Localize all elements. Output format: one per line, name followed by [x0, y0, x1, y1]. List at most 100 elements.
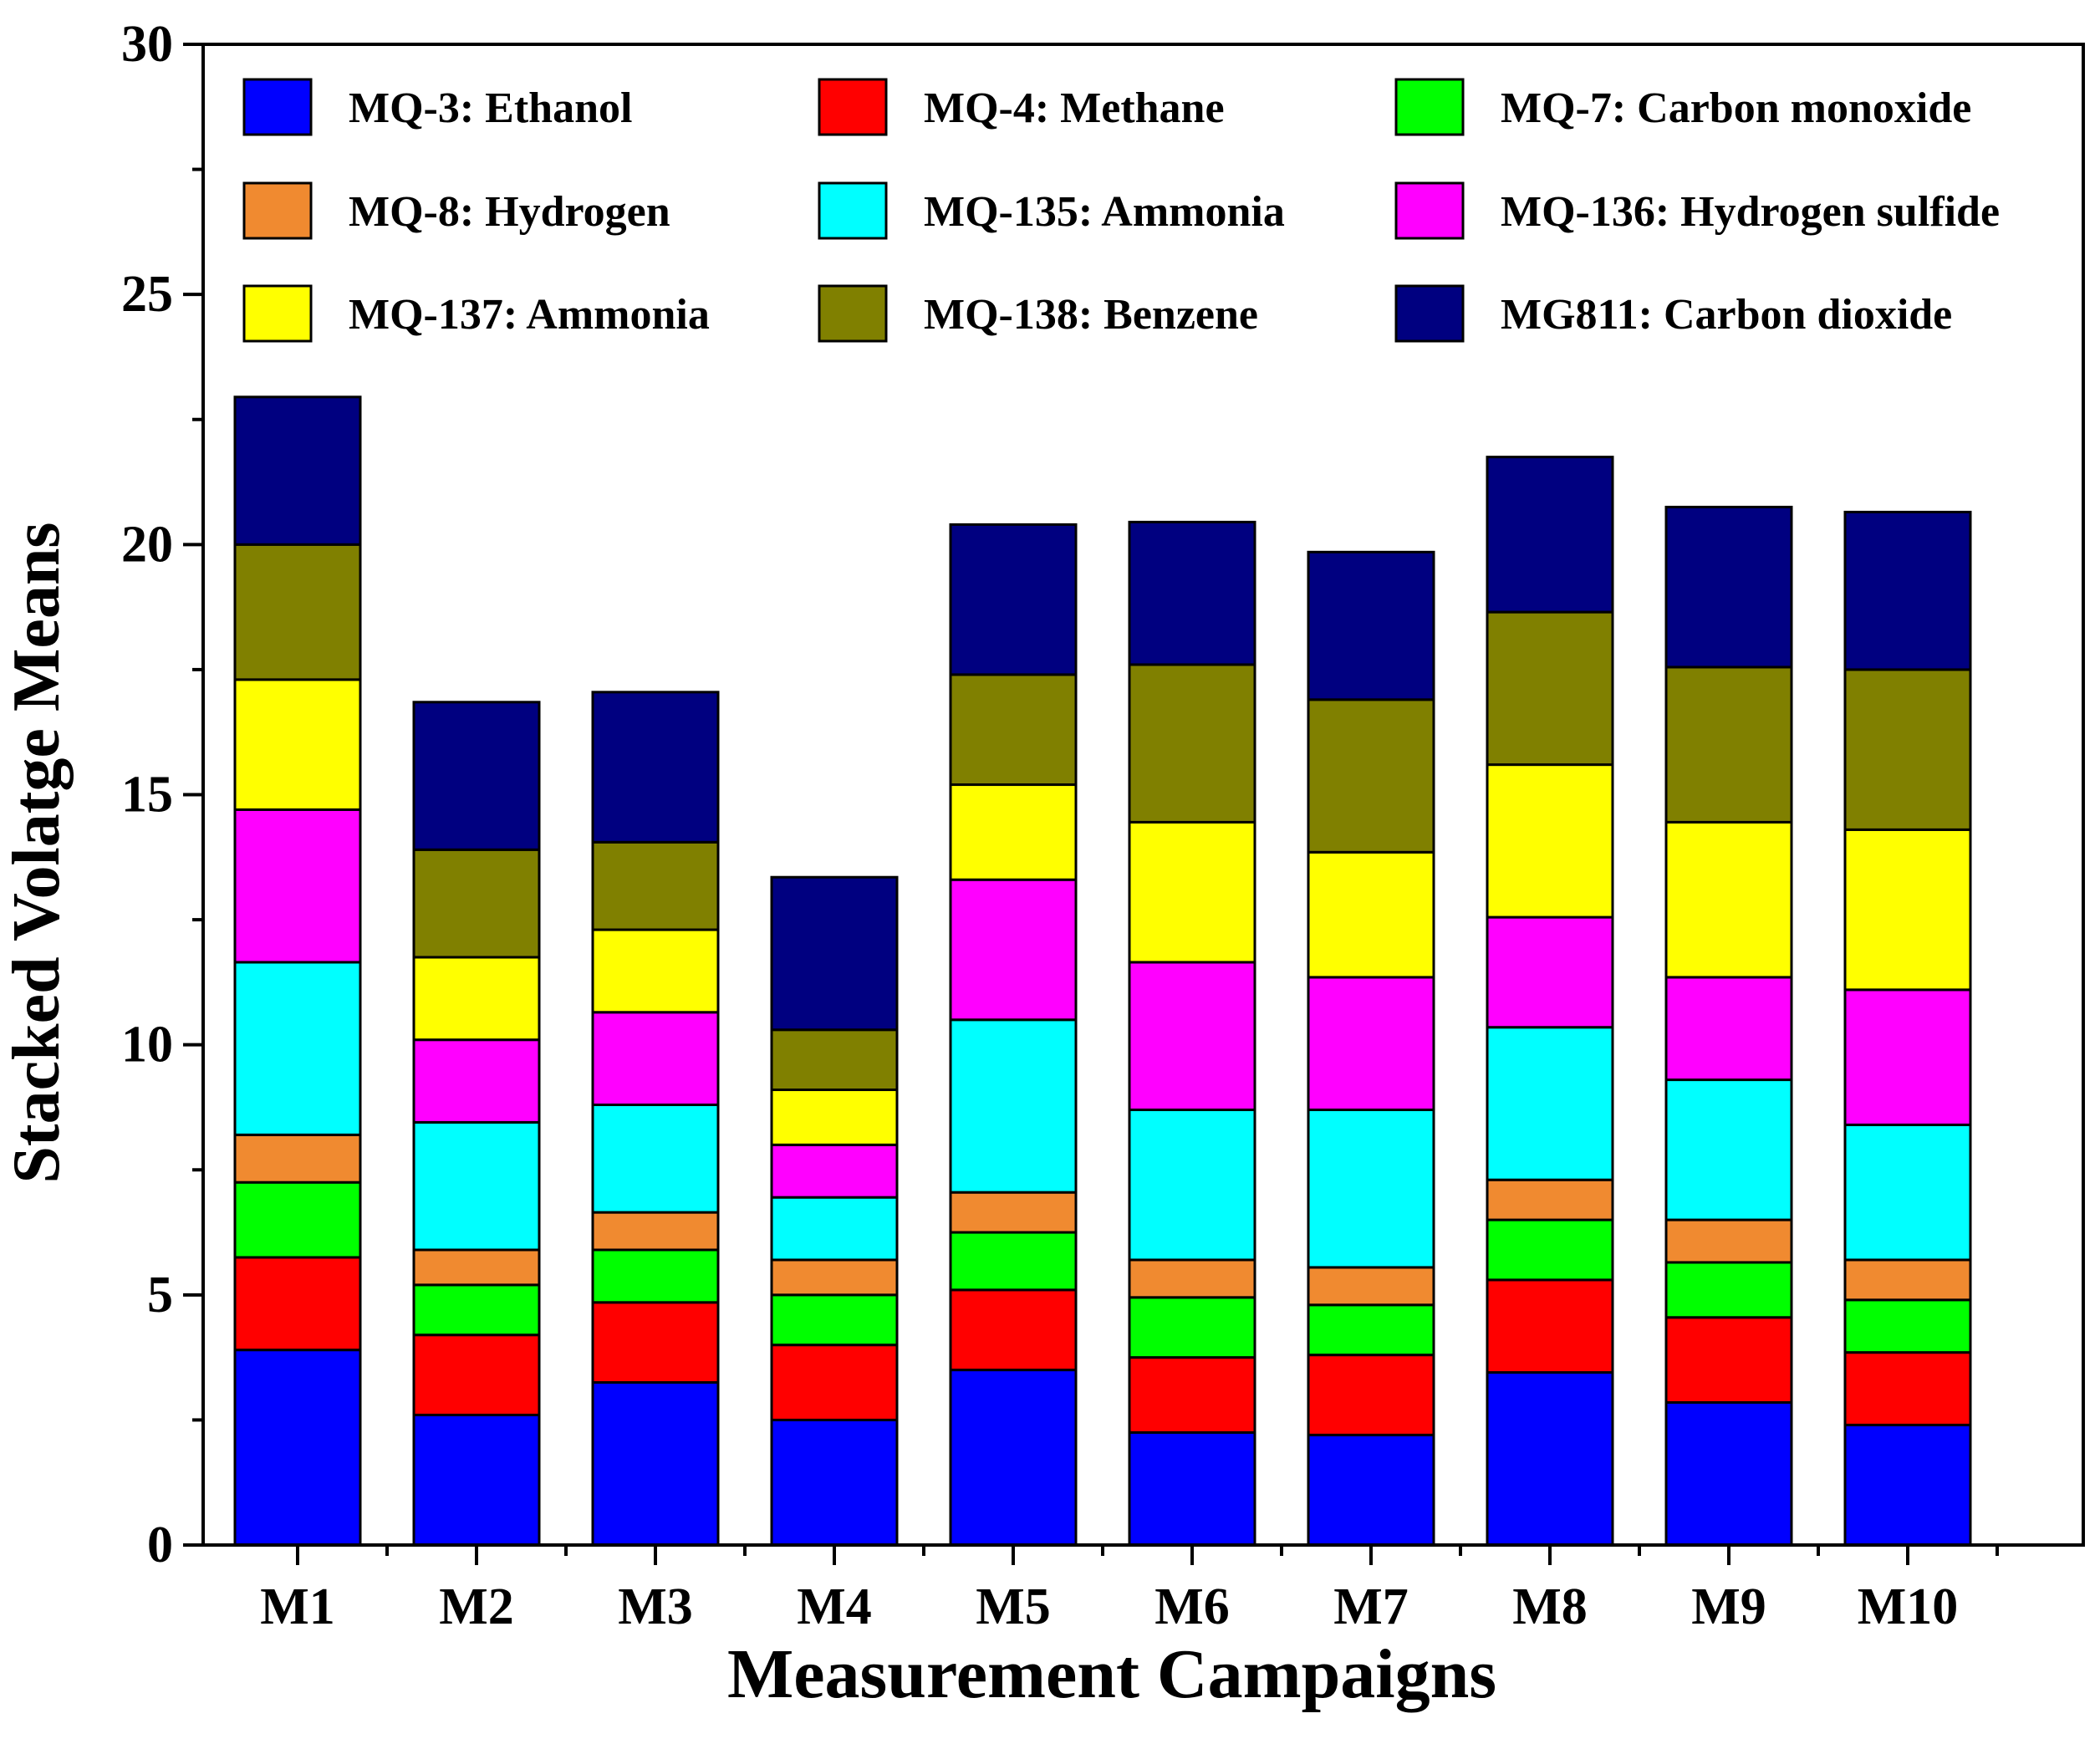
bar-segment-m8-s2	[1486, 1218, 1614, 1282]
y-tick-label: 30	[121, 16, 173, 73]
bar-segment-m2-s8	[412, 701, 541, 851]
bar-segment-m3-s6	[591, 928, 720, 1014]
bar-segment-m6-s2	[1128, 1296, 1256, 1359]
y-tick-label: 20	[121, 516, 173, 573]
bar-segment-m8-s6	[1486, 763, 1614, 919]
legend-label: MG811: Carbon dioxide	[1501, 291, 1952, 339]
bar-segment-m6-s8	[1128, 520, 1256, 666]
y-tick-label: 0	[147, 1517, 173, 1573]
legend-swatch	[242, 284, 313, 343]
bar-segment-m1-s3	[233, 1133, 362, 1184]
y-tick-label: 5	[147, 1267, 173, 1323]
x-tick-label: M7	[1333, 1578, 1409, 1635]
legend-label: MQ-4: Methane	[924, 84, 1225, 132]
bar-segment-m9-s1	[1664, 1316, 1793, 1404]
bars-layer	[233, 395, 1972, 1547]
legend-label: MQ-7: Carbon monoxide	[1501, 84, 1971, 132]
legend-swatch	[1394, 284, 1465, 343]
bar-segment-m3-s0	[591, 1381, 720, 1547]
bar-segment-m7-s4	[1307, 1108, 1435, 1269]
bar-segment-m4-s6	[770, 1089, 899, 1146]
x-tick-label: M1	[260, 1578, 335, 1635]
bar-segment-m7-s8	[1307, 550, 1435, 701]
x-tick-label: M3	[618, 1578, 693, 1635]
bar-segment-m3-s5	[591, 1011, 720, 1106]
bar-segment-m1-s4	[233, 961, 362, 1136]
bar-segment-m7-s2	[1307, 1303, 1435, 1357]
bar-segment-m3-s1	[591, 1301, 720, 1384]
bar-segment-m2-s6	[412, 956, 541, 1042]
bar-segment-m1-s2	[233, 1181, 362, 1259]
bar-segment-m10-s4	[1843, 1123, 1972, 1262]
bar-segment-m4-s0	[770, 1418, 899, 1547]
legend-swatch	[818, 181, 888, 240]
bar-segment-m6-s4	[1128, 1108, 1256, 1262]
bar-segment-m1-s0	[233, 1349, 362, 1547]
bar-segment-m1-s6	[233, 678, 362, 811]
bar-segment-m6-s0	[1128, 1430, 1256, 1547]
bar-segment-m10-s3	[1843, 1258, 1972, 1302]
x-axis-title: Measurement Campaigns	[727, 1635, 1496, 1713]
bar-segment-m6-s7	[1128, 663, 1256, 824]
legend-label: MQ-138: Benzene	[924, 291, 1258, 339]
bar-segment-m5-s4	[949, 1018, 1078, 1194]
bar-segment-m6-s5	[1128, 961, 1256, 1111]
bar-segment-m6-s3	[1128, 1258, 1256, 1299]
x-tick-label: M5	[976, 1578, 1051, 1635]
y-tick-label: 10	[121, 1017, 173, 1073]
bar-segment-m9-s0	[1664, 1400, 1793, 1547]
bar-segment-m4-s2	[770, 1293, 899, 1347]
x-tick-label: M10	[1858, 1578, 1959, 1635]
legend-label: MQ-3: Ethanol	[349, 84, 632, 132]
bar-segment-m7-s6	[1307, 850, 1435, 979]
legend-swatch	[242, 78, 313, 136]
x-axis-ticks: M1 M2 M3 M4 M5 M6 M7 M8 M9 M10	[260, 1545, 1999, 1635]
bar-segment-m7-s3	[1307, 1266, 1435, 1307]
bar-segment-m10-s7	[1843, 668, 1972, 831]
bar-segment-m5-s7	[949, 673, 1078, 787]
bar-segment-m10-s1	[1843, 1351, 1972, 1426]
bar-segment-m9-s4	[1664, 1079, 1793, 1221]
bar-segment-m1-s8	[233, 395, 362, 546]
bar-segment-m9-s5	[1664, 976, 1793, 1082]
bar-segment-m5-s3	[949, 1191, 1078, 1234]
bar-segment-m4-s3	[770, 1258, 899, 1297]
bar-segment-m9-s8	[1664, 505, 1793, 669]
bar-segment-m6-s1	[1128, 1356, 1256, 1434]
bar-segment-m2-s4	[412, 1120, 541, 1252]
bar-segment-m5-s6	[949, 783, 1078, 881]
legend: MQ-3: Ethanol MQ-4: Methane MQ-7: Carbon m…	[242, 78, 2000, 343]
legend-label: MQ-8: Hydrogen	[349, 188, 670, 236]
legend-label: MQ-137: Ammonia	[349, 291, 710, 339]
y-tick-label: 15	[121, 767, 173, 824]
bar-segment-m10-s8	[1843, 510, 1972, 671]
bar-segment-m7-s5	[1307, 976, 1435, 1111]
legend-label: MQ-135: Ammonia	[924, 188, 1285, 236]
bar-segment-m3-s8	[591, 691, 720, 844]
bar-segment-m7-s0	[1307, 1433, 1435, 1547]
bar-segment-m1-s5	[233, 808, 362, 964]
bar-segment-m8-s8	[1486, 456, 1614, 614]
bar-segment-m5-s8	[949, 523, 1078, 676]
bar-segment-m3-s2	[591, 1248, 720, 1304]
legend-swatch	[1394, 181, 1465, 240]
bar-segment-m6-s6	[1128, 820, 1256, 964]
bar-segment-m7-s1	[1307, 1354, 1435, 1436]
bar-segment-m2-s3	[412, 1248, 541, 1287]
x-tick-label: M4	[797, 1578, 872, 1635]
y-axis-title: Stacked Volatge Means	[0, 522, 74, 1183]
bar-segment-m5-s1	[949, 1288, 1078, 1372]
bar-segment-m9-s6	[1664, 820, 1793, 979]
bar-segment-m4-s5	[770, 1143, 899, 1199]
bar-segment-m2-s5	[412, 1038, 541, 1124]
bar-segment-m8-s4	[1486, 1026, 1614, 1181]
bar-segment-m5-s2	[949, 1231, 1078, 1292]
bar-segment-m2-s1	[412, 1333, 541, 1416]
bar-segment-m1-s7	[233, 543, 362, 681]
bar-segment-m8-s7	[1486, 610, 1614, 767]
bar-segment-m2-s0	[412, 1413, 541, 1547]
legend-swatch	[1394, 78, 1465, 136]
legend-label: MQ-136: Hydrogen sulfide	[1501, 188, 2000, 236]
legend-swatch	[818, 78, 888, 136]
